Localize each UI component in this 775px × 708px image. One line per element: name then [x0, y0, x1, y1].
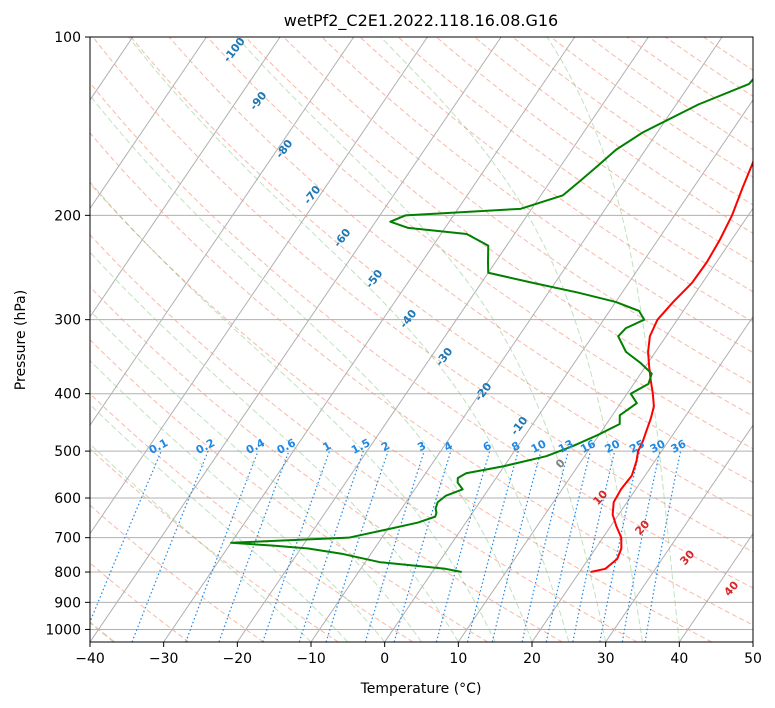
dry-adiabat-line — [359, 37, 753, 323]
y-tick-label: 100 — [54, 30, 81, 46]
mixing-ratio-line — [298, 450, 364, 642]
dry-adiabat-line — [321, 37, 753, 354]
x-tick-label: −30 — [149, 651, 179, 667]
chart-title: wetPf2_C2E1.2022.118.16.08.G16 — [284, 11, 558, 31]
moist-adiabat-line — [546, 37, 680, 642]
mixing-ratio-line — [491, 450, 542, 642]
moist-adiabats — [90, 37, 680, 642]
moist-adiabat-line — [90, 403, 349, 642]
isotherm-line — [236, 37, 649, 642]
isotherm-line — [531, 315, 753, 642]
y-tick-label: 500 — [54, 444, 81, 460]
moist-adiabat-line — [90, 251, 459, 642]
mixing-ratio-label: 10 — [529, 437, 549, 456]
x-tick-label: 40 — [670, 651, 688, 667]
x-tick-label: 20 — [523, 651, 541, 667]
mixing-ratio-line — [545, 450, 592, 642]
dry-adiabat-line — [90, 448, 339, 642]
y-tick-label: 600 — [54, 491, 81, 507]
moist-adiabat-line — [90, 359, 386, 642]
moist-adiabat-line — [90, 309, 422, 642]
x-tick-label: −10 — [296, 651, 326, 667]
dry-adiabat-line — [550, 37, 753, 178]
isotherm-line — [678, 532, 753, 642]
y-tick-label: 300 — [54, 313, 81, 329]
dry-adiabat-line — [130, 37, 753, 518]
dewpoint-profile-line — [230, 77, 753, 574]
isotherm-line — [384, 99, 753, 642]
moist-adiabat-line — [236, 37, 607, 642]
mixing-ratio-label: 20 — [603, 437, 623, 456]
dry-adiabat-line — [92, 37, 753, 553]
isotherm-line — [90, 37, 502, 642]
mixing-ratio-line — [364, 450, 425, 642]
moist-adiabat-line — [90, 94, 533, 642]
x-axis-title: Temperature (°C) — [360, 681, 482, 697]
mixing-ratio-line — [218, 450, 290, 642]
x-tick-label: 10 — [449, 651, 467, 667]
mixing-ratio-label: 13 — [556, 437, 576, 456]
isotherm-line — [90, 37, 281, 318]
isotherm-line — [605, 424, 753, 642]
moist-adiabat-line — [90, 181, 496, 642]
mixing-ratio-line — [521, 450, 569, 642]
mixing-ratio-line — [90, 450, 162, 624]
mixing-ratio-label: 36 — [669, 437, 689, 456]
mixing-ratio-label: 25 — [627, 437, 647, 456]
isotherm-line — [163, 37, 576, 642]
mixing-ratio-line — [599, 450, 640, 642]
y-tick-label: 400 — [54, 387, 81, 403]
x-tick-label: −40 — [75, 651, 105, 667]
mixing-ratio-line — [621, 450, 661, 642]
y-tick-label: 700 — [54, 531, 81, 547]
mixing-ratio-line — [325, 450, 389, 642]
mixing-ratio-line — [572, 450, 616, 642]
dry-adiabat-line — [90, 132, 753, 626]
y-tick-label: 800 — [54, 565, 81, 581]
axes: −40 −30 −20 −10 0 10 20 30 40 50 100 200 300 400 500 60… — [45, 30, 762, 667]
mixing-ratio-line — [393, 450, 452, 642]
y-tick-label: 200 — [54, 208, 81, 224]
dry-adiabat-line — [283, 37, 753, 385]
mixing-ratio-line — [644, 450, 682, 642]
mixing-ratio-label: 30 — [648, 437, 668, 456]
dry-adiabat-line — [90, 82, 753, 589]
y-axis-title: Pressure (hPa) — [13, 290, 29, 390]
temperature-profile-line — [590, 159, 753, 574]
isotherm-line — [90, 37, 355, 427]
dry-adiabat-line — [90, 286, 563, 642]
dry-adiabat-line — [90, 339, 488, 642]
moist-adiabat-line — [128, 37, 570, 642]
isotherm-line — [310, 37, 723, 642]
dry-adiabat-line — [207, 37, 753, 450]
plot-area-background — [90, 37, 753, 642]
dry-adiabat-line — [435, 37, 753, 263]
x-tick-label: 30 — [597, 651, 615, 667]
moist-adiabat-line — [380, 37, 643, 642]
x-tick-label: −20 — [223, 651, 253, 667]
isotherm-line — [90, 37, 207, 210]
x-tick-label: 0 — [380, 651, 389, 667]
mixing-ratio-line — [435, 450, 491, 642]
y-tick-label: 900 — [54, 595, 81, 611]
plot-frame — [89, 36, 754, 643]
mixing-ratio-line — [466, 450, 519, 642]
x-tick-label: 50 — [744, 651, 762, 667]
sounding-series — [230, 77, 753, 574]
dry-adiabat-line — [245, 37, 753, 417]
isotherm-line — [457, 207, 753, 642]
dry-adiabat-line — [474, 37, 753, 234]
isotherm-line — [90, 37, 428, 535]
dry-adiabat-line — [588, 37, 753, 151]
y-tick-label: 1000 — [45, 622, 81, 638]
dry-adiabat-line — [90, 182, 712, 642]
mixing-ratio-label: 16 — [578, 437, 598, 456]
